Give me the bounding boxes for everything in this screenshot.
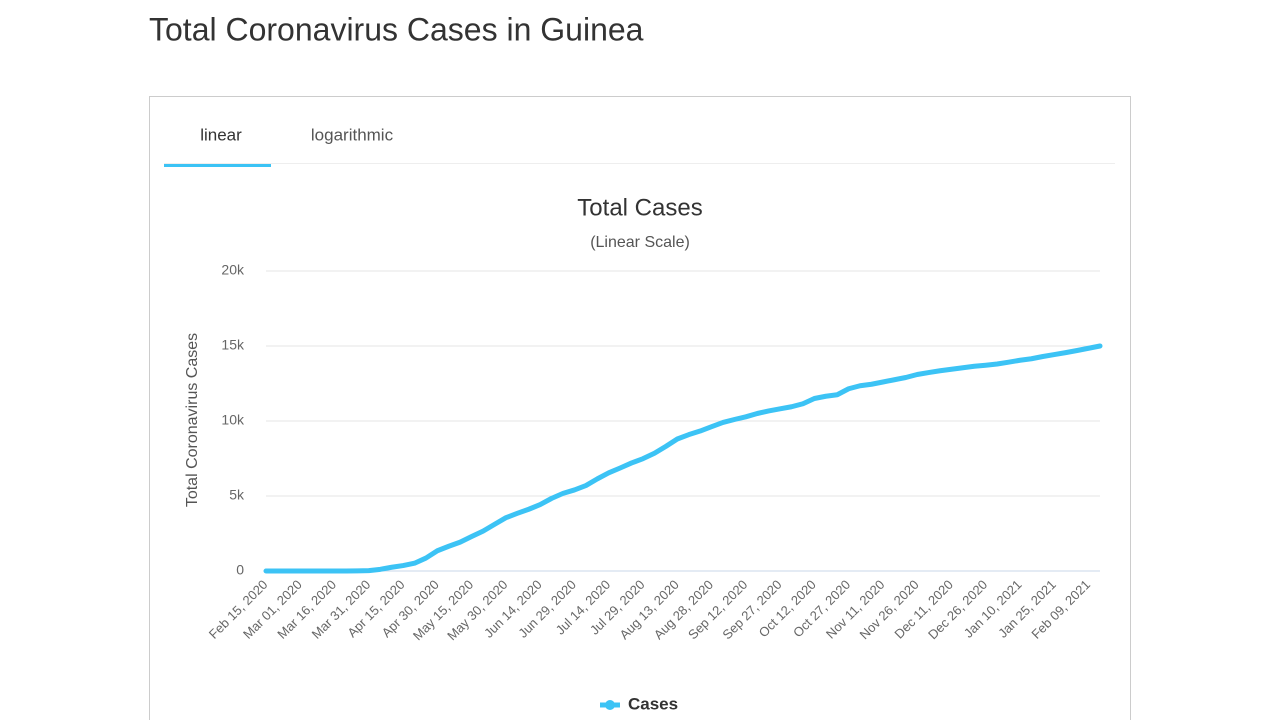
tab-logarithmic[interactable]: logarithmic	[311, 125, 394, 144]
chart-subtitle: (Linear Scale)	[590, 234, 690, 251]
y-axis-title: Total Coronavirus Cases	[184, 333, 201, 507]
tab-active-indicator	[164, 164, 271, 167]
card	[149, 96, 1131, 720]
page-title: Total Coronavirus Cases in Guinea	[149, 11, 644, 47]
legend-label: Cases	[628, 694, 678, 713]
series-line	[263, 343, 1103, 574]
y-tick-label: 10k	[221, 412, 245, 428]
chart-title: Total Cases	[577, 194, 702, 221]
y-tick-label: 15k	[221, 337, 245, 353]
y-tick-label: 5k	[229, 487, 245, 503]
y-tick-label: 20k	[221, 262, 245, 278]
tab-linear[interactable]: linear	[200, 125, 242, 144]
y-tick-label: 0	[236, 562, 244, 578]
legend-marker	[605, 700, 615, 710]
